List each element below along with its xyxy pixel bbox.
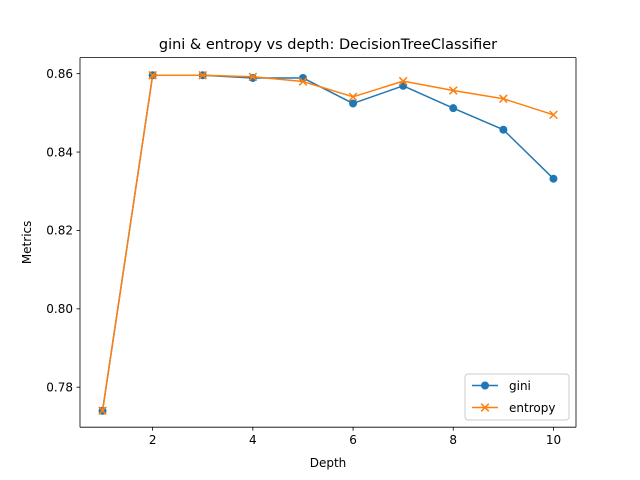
x-axis-ticks: 2 4 6 8 10 — [149, 427, 561, 447]
entropy-point — [448, 86, 458, 95]
entropy-marker-stroke — [348, 92, 358, 102]
series-layer — [98, 70, 558, 416]
legend-entry-entropy: entropy — [472, 401, 555, 415]
x-tick-label: 6 — [349, 433, 357, 447]
y-axis-title: Metrics — [20, 221, 34, 265]
entropy-marker-stroke — [549, 110, 558, 120]
x-tick-label: 10 — [546, 433, 561, 447]
plot-background — [80, 57, 576, 428]
entropy-point — [499, 94, 508, 104]
gini-point — [248, 73, 257, 82]
y-tick-label: 0.78 — [46, 381, 73, 395]
legend-label: entropy — [509, 401, 555, 415]
x-tick-label: 2 — [149, 433, 157, 447]
entropy-marker-stroke — [98, 406, 107, 416]
legend: gini entropy — [464, 373, 570, 421]
entropy-point — [198, 70, 208, 80]
gini-point — [499, 125, 508, 134]
gini-point — [549, 174, 558, 183]
entropy-point — [98, 406, 107, 416]
entropy-marker-stroke — [499, 94, 508, 104]
entropy-point — [398, 76, 408, 86]
gini-point — [449, 104, 458, 113]
legend-marker — [481, 381, 489, 390]
entropy-marker-stroke — [398, 76, 408, 86]
entropy-point — [248, 72, 258, 82]
entropy-point — [298, 77, 308, 86]
entropy-marker-stroke — [298, 77, 308, 86]
axes-frame — [79, 57, 577, 428]
gini-point — [349, 99, 358, 108]
x-tick-label: 8 — [449, 433, 457, 447]
entropy-point — [549, 110, 558, 120]
chart-title: gini & entropy vs depth: DecisionTreeCla… — [159, 37, 497, 53]
y-axis-ticks: 0.78 0.80 0.82 0.84 0.86 — [46, 67, 80, 395]
x-axis-title: Depth — [310, 456, 347, 470]
x-tick-label: 4 — [249, 433, 257, 447]
y-tick-label: 0.86 — [46, 67, 73, 81]
entropy-marker-stroke — [198, 70, 208, 80]
entropy-line — [101, 74, 554, 411]
y-tick-label: 0.84 — [46, 145, 73, 159]
y-tick-label: 0.82 — [46, 224, 73, 238]
entropy-marker-stroke — [248, 72, 258, 82]
y-tick-label: 0.80 — [46, 302, 73, 316]
legend-marker — [480, 403, 490, 412]
entropy-marker-stroke — [448, 86, 458, 95]
legend-label: gini — [509, 379, 531, 393]
entropy-point — [348, 92, 358, 102]
legend-entry-gini: gini — [472, 379, 531, 393]
entropy-point — [148, 70, 157, 80]
entropy-marker-stroke — [148, 70, 157, 80]
plot-area — [80, 57, 576, 428]
